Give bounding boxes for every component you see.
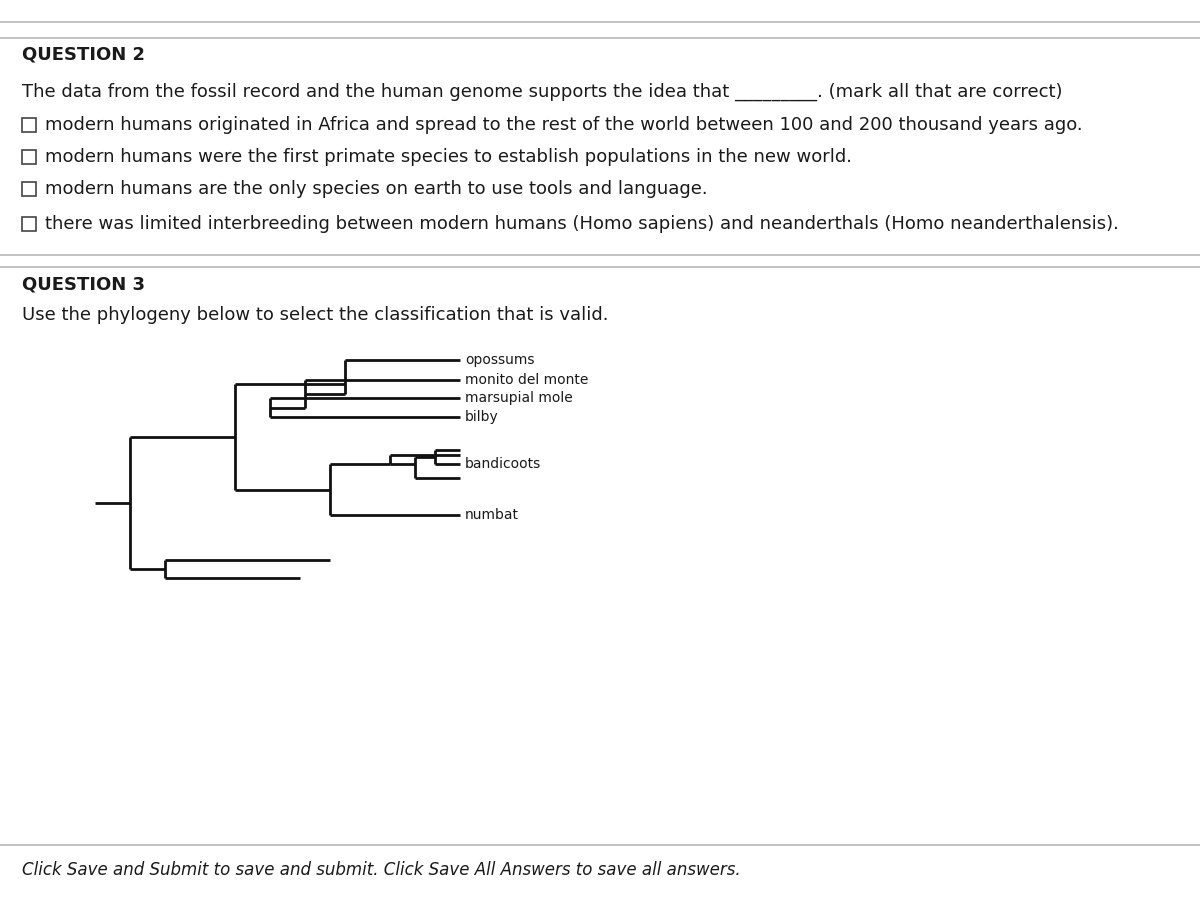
Text: modern humans originated in Africa and spread to the rest of the world between 1: modern humans originated in Africa and s… <box>46 116 1082 134</box>
Text: numbat: numbat <box>466 508 520 522</box>
Text: QUESTION 3: QUESTION 3 <box>22 276 145 294</box>
Text: bandicoots: bandicoots <box>466 457 541 471</box>
Text: The data from the fossil record and the human genome supports the idea that ____: The data from the fossil record and the … <box>22 83 1062 101</box>
Text: there was limited interbreeding between modern humans (Homo sapiens) and neander: there was limited interbreeding between … <box>46 215 1118 233</box>
Text: opossums: opossums <box>466 353 534 367</box>
Text: marsupial mole: marsupial mole <box>466 391 572 405</box>
Bar <box>22 217 36 231</box>
Bar <box>22 182 36 196</box>
Bar <box>22 118 36 132</box>
Bar <box>22 150 36 164</box>
Text: QUESTION 2: QUESTION 2 <box>22 46 145 64</box>
Text: monito del monte: monito del monte <box>466 373 588 387</box>
Text: Click Save and Submit to save and submit. Click Save All Answers to save all ans: Click Save and Submit to save and submit… <box>22 861 740 879</box>
Text: modern humans were the first primate species to establish populations in the new: modern humans were the first primate spe… <box>46 148 852 166</box>
Text: modern humans are the only species on earth to use tools and language.: modern humans are the only species on ea… <box>46 180 708 198</box>
Text: Use the phylogeny below to select the classification that is valid.: Use the phylogeny below to select the cl… <box>22 306 608 324</box>
Text: bilby: bilby <box>466 410 499 424</box>
